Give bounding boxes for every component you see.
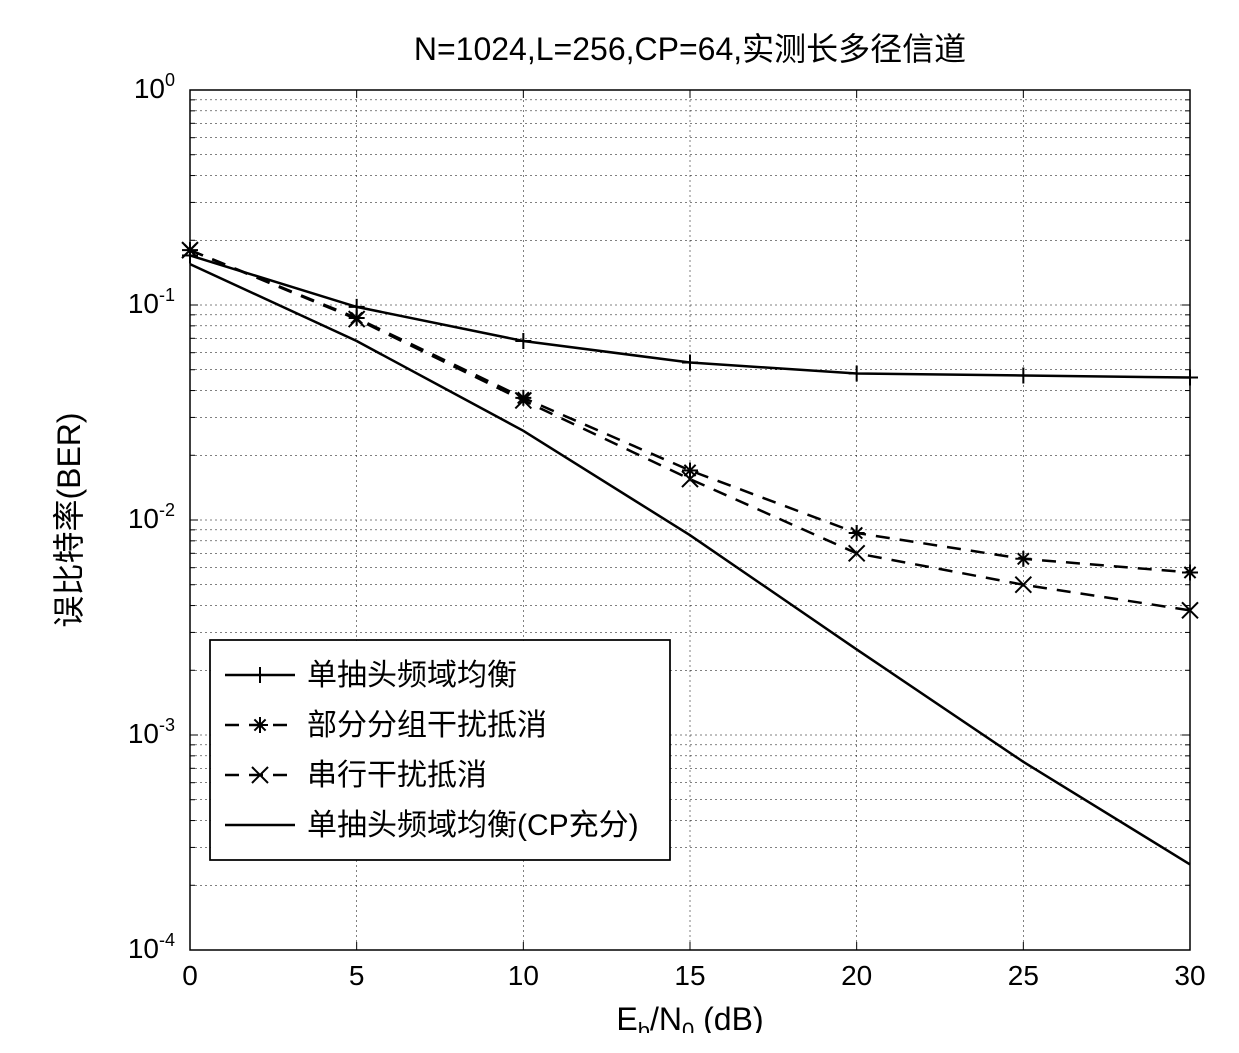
chart-svg: N=1024,L=256,CP=64,实测长多径信道 0 5 10 15 20 25 30 10… bbox=[20, 20, 1219, 1033]
y-tick-label: 10-3 bbox=[128, 715, 175, 749]
x-tick-label: 10 bbox=[508, 960, 539, 991]
x-tick-label: 5 bbox=[349, 960, 365, 991]
legend-label: 部分分组干扰抵消 bbox=[307, 709, 547, 742]
y-tick-label: 10-2 bbox=[128, 500, 175, 534]
legend-label: 单抽头频域均衡 bbox=[307, 659, 517, 692]
y-tick-label: 10-1 bbox=[128, 285, 175, 319]
y-tick-label: 100 bbox=[134, 70, 175, 104]
chart-container: N=1024,L=256,CP=64,实测长多径信道 0 5 10 15 20 25 30 10… bbox=[20, 20, 1219, 1033]
x-axis-label: Eb/N0 (dB) bbox=[616, 1001, 763, 1033]
legend-label: 单抽头频域均衡(CP充分) bbox=[307, 809, 639, 842]
x-tick-label: 30 bbox=[1174, 960, 1205, 991]
chart-title: N=1024,L=256,CP=64,实测长多径信道 bbox=[414, 31, 966, 67]
legend-label: 串行干扰抵消 bbox=[307, 759, 487, 792]
x-tick-label: 0 bbox=[182, 960, 198, 991]
y-axis-label: 误比特率(BER) bbox=[51, 412, 87, 627]
x-tick-label: 25 bbox=[1008, 960, 1039, 991]
y-tick-label: 10-4 bbox=[128, 930, 175, 964]
x-tick-label: 15 bbox=[674, 960, 705, 991]
x-tick-label: 20 bbox=[841, 960, 872, 991]
